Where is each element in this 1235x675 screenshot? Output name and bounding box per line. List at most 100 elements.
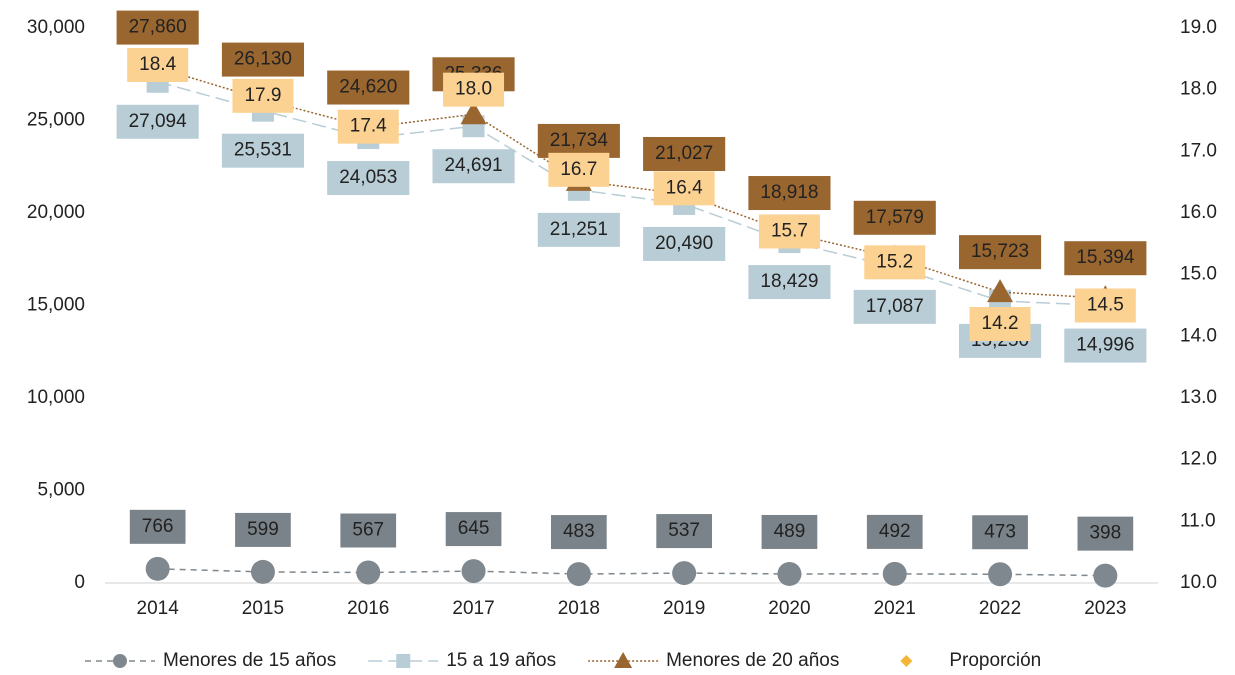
data-label-box [1074,288,1136,323]
data-label-box [340,513,397,548]
data-label: 14,996 [1076,335,1134,356]
data-label: 645 [458,518,490,539]
data-label-group: 18.0 [443,72,505,107]
y2-tick-label: 10.0 [1180,572,1217,593]
data-label-group: 14,996 [1064,328,1147,363]
y-tick-label: 30,000 [27,17,85,38]
data-label-group: 17,087 [853,289,936,324]
y-tick-label: 0 [74,572,85,593]
data-label: 14.2 [982,313,1019,334]
data-label: 21,027 [655,143,713,164]
data-label-group: 15.2 [864,245,926,280]
data-label-box [969,307,1031,341]
legend-symbol [113,654,127,668]
point [460,101,487,125]
data-label: 567 [352,520,384,541]
x-tick-label: 2018 [558,598,600,619]
y2-tick-label: 17.0 [1180,140,1217,161]
data-label-box [656,514,713,549]
data-label-box [327,70,410,105]
data-label: 398 [1089,523,1121,544]
data-label-group: 483 [550,515,607,550]
y2-tick-label: 19.0 [1180,17,1217,38]
data-label: 17.9 [244,85,281,106]
data-label-group: 473 [972,515,1028,550]
data-label-box [748,176,831,211]
point [672,561,697,586]
legend-label: Menores de 15 años [163,650,336,671]
point [1093,563,1118,588]
x-tick-label: 2016 [347,598,389,619]
data-label-box [958,235,1042,270]
y2-tick-label: 15.0 [1180,264,1217,285]
point [566,562,591,587]
data-label-box [116,104,199,139]
data-label-group: 567 [340,513,397,548]
data-label-box [866,514,923,549]
data-label: 599 [247,519,279,540]
y2-tick-label: 18.0 [1180,79,1217,100]
data-label: 492 [879,521,911,542]
data-label-box [1064,328,1147,363]
data-label: 27,860 [129,17,187,38]
legend-label: Proporción [949,650,1041,671]
data-label-box [643,226,726,261]
series-line [157,66,1106,299]
data-label-box [643,137,726,172]
data-label: 15,394 [1076,247,1135,268]
y-tick-label: 15,000 [27,295,85,316]
data-label-box [127,48,189,82]
data-label: 537 [668,520,700,541]
data-label: 16.4 [666,177,703,198]
data-label-box [864,245,926,280]
data-label-group: 492 [866,514,923,549]
data-label-group: 18,429 [748,265,831,300]
data-label-group: 489 [761,514,818,549]
data-label: 18,918 [760,182,818,203]
data-label-box [537,212,620,247]
x-tick-label: 2020 [768,598,810,619]
data-label: 766 [142,516,174,537]
legend-symbol [396,654,411,668]
point [988,562,1013,587]
y-tick-label: 25,000 [27,110,85,131]
x-tick-label: 2014 [137,598,180,619]
data-label-group: 766 [129,509,186,544]
data-label-group: 25,531 [221,133,305,168]
legend-symbol [900,655,913,667]
data-label: 15,723 [971,241,1029,262]
data-label: 473 [984,521,1016,542]
data-label: 16.7 [560,159,597,180]
x-tick-label: 2015 [242,598,284,619]
data-label-box [653,171,715,206]
data-label-group: 15.7 [758,214,820,249]
data-label: 15.7 [771,221,808,242]
data-label-box [443,72,505,107]
x-tick-label: 2019 [663,598,705,619]
data-label-box [853,200,936,235]
y-tick-label: 10,000 [27,387,85,408]
data-label-box [232,78,294,113]
data-label-box [972,515,1028,550]
data-label-group: 645 [445,512,502,547]
data-label-group: 17.4 [337,109,399,144]
y-tick-label: 5,000 [37,480,85,501]
data-label: 483 [563,521,595,542]
data-label-box [432,149,515,184]
data-label-group: 17.9 [232,78,294,113]
data-label: 489 [774,521,806,542]
data-label: 18.4 [139,54,176,75]
y-tick-label: 20,000 [27,202,85,223]
data-label: 24,691 [444,155,502,176]
data-label-group: 21,027 [643,137,726,172]
data-label-box [550,515,607,550]
series-line [157,568,1106,577]
data-label-group: 24,053 [327,161,410,196]
data-label-group: 27,094 [116,104,199,139]
data-label-group: 26,130 [221,42,305,77]
data-label-box [748,265,831,300]
data-label-box [1064,241,1147,276]
data-label: 18,429 [760,271,818,292]
data-label-group: 21,251 [537,212,620,247]
